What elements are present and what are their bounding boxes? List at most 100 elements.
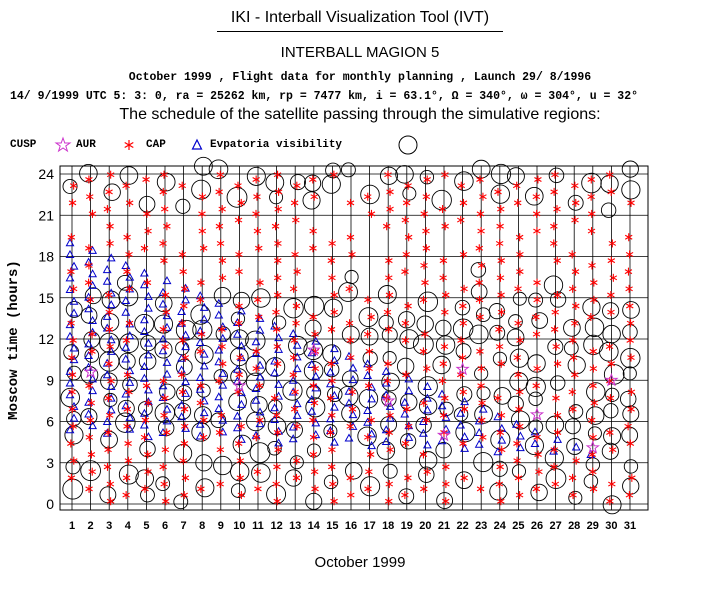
- y-tick-label: 9: [46, 372, 54, 388]
- cap-asterisk: [422, 364, 431, 373]
- cusp-circle: [246, 166, 266, 186]
- evpatoria-triangle: [143, 350, 153, 359]
- cusp-circle: [476, 386, 491, 401]
- cap-asterisk: [252, 209, 260, 218]
- cap-asterisk: [143, 278, 152, 287]
- evpatoria-triangle: [456, 408, 466, 417]
- evpatoria-triangle: [121, 295, 131, 304]
- evpatoria-triangle: [106, 253, 116, 262]
- evpatoria-triangle-icon: [191, 138, 203, 150]
- x-tick-label: 21: [438, 520, 450, 532]
- x-tick-label: 22: [456, 520, 468, 532]
- flight-data-line: October 1999 , Flight data for monthly p…: [128, 71, 592, 84]
- evpatoria-triangle: [125, 377, 135, 386]
- cusp-circle: [431, 189, 452, 211]
- evpatoria-triangle: [139, 315, 149, 324]
- cap-asterisk: [476, 175, 484, 184]
- cap-asterisk: [550, 462, 558, 471]
- cap-asterisk: [107, 376, 115, 385]
- cap-asterisk: [590, 295, 598, 304]
- cusp-circle: [323, 424, 338, 439]
- evpatoria-triangle: [251, 395, 261, 404]
- cusp-circle: [303, 360, 324, 381]
- cusp-circle: [528, 419, 544, 435]
- cap-asterisk: [441, 222, 449, 231]
- cap-asterisk: [125, 284, 134, 293]
- cap-asterisk: [551, 480, 560, 489]
- aur-star: [585, 440, 600, 454]
- evpatoria-triangle: [404, 386, 414, 395]
- cap-asterisk: [535, 467, 543, 476]
- cap-asterisk: [234, 181, 242, 190]
- evpatoria-triangle: [65, 273, 75, 282]
- evpatoria-triangle: [65, 331, 75, 340]
- cap-asterisk: [607, 291, 615, 299]
- cap-asterisk: [552, 394, 560, 403]
- evpatoria-triangle: [214, 310, 224, 319]
- cusp-circle: [417, 376, 438, 397]
- cap-asterisk: [496, 273, 505, 282]
- cap-asterisk: [515, 387, 524, 396]
- cusp-circle: [357, 426, 377, 446]
- cap-asterisk: [67, 319, 75, 328]
- cap-asterisk: [420, 261, 428, 270]
- cap-asterisk: [106, 222, 114, 231]
- cap-asterisk: [274, 445, 282, 454]
- cap-asterisk: [420, 398, 428, 407]
- cap-asterisk: [365, 467, 373, 476]
- cap-asterisk: [327, 256, 336, 265]
- evpatoria-triangle: [400, 409, 410, 418]
- evpatoria-triangle: [311, 383, 321, 392]
- cap-asterisk: [215, 428, 224, 437]
- cap-asterisk: [515, 233, 524, 242]
- cap-asterisk: [363, 192, 372, 201]
- evpatoria-triangle: [65, 378, 75, 387]
- cap-asterisk: [289, 370, 298, 379]
- cap-asterisk: [385, 497, 393, 506]
- cusp-circle: [176, 385, 193, 402]
- app-title: IKI - Interball Visualization Tool (IVT): [230, 9, 490, 26]
- evpatoria-triangle: [181, 377, 191, 386]
- cap-asterisk: [216, 239, 225, 248]
- cap-asterisk: [476, 209, 485, 218]
- cap-asterisk: [105, 187, 113, 196]
- evpatoria-triangle: [511, 419, 521, 428]
- cap-asterisk: [345, 319, 354, 328]
- cap-asterisk: [161, 445, 170, 454]
- evpatoria-triangle: [162, 276, 172, 285]
- cusp-circle: [196, 383, 211, 398]
- cusp-circle: [525, 376, 546, 398]
- cap-asterisk: [458, 353, 467, 362]
- evpatoria-triangle: [218, 380, 228, 389]
- cap-asterisk: [496, 462, 504, 471]
- cap-asterisk: [67, 267, 75, 276]
- cap-asterisk: [274, 205, 282, 214]
- evpatoria-triangle: [381, 436, 391, 445]
- cap-asterisk: [123, 422, 131, 431]
- cap-asterisk: [385, 256, 393, 265]
- cap-asterisk: [290, 198, 299, 207]
- cap-asterisk: [327, 462, 336, 471]
- cap-asterisk: [292, 319, 300, 328]
- evpatoria-triangle: [106, 335, 116, 344]
- cusp-circle: [568, 490, 583, 505]
- evpatoria-triangle: [162, 416, 172, 425]
- cap-asterisk: [420, 209, 428, 218]
- cap-asterisk: [216, 480, 224, 489]
- cap-asterisk: [330, 291, 338, 299]
- x-tick-label: 1: [69, 520, 75, 532]
- evpatoria-triangle: [139, 373, 149, 382]
- aur-star: [232, 378, 247, 392]
- cap-asterisk: [475, 244, 484, 253]
- evpatoria-triangle: [292, 399, 302, 408]
- cap-asterisk: [459, 319, 468, 328]
- cap-asterisk: [568, 284, 577, 293]
- cap-asterisk: [309, 313, 317, 321]
- cusp-circle: [155, 476, 171, 492]
- evpatoria-triangle: [106, 346, 116, 355]
- cap-asterisk: [386, 205, 394, 214]
- cap-asterisk: [476, 484, 485, 493]
- cusp-circle: [381, 372, 400, 392]
- cap-asterisk: [124, 439, 132, 448]
- cap-asterisk: [292, 302, 301, 310]
